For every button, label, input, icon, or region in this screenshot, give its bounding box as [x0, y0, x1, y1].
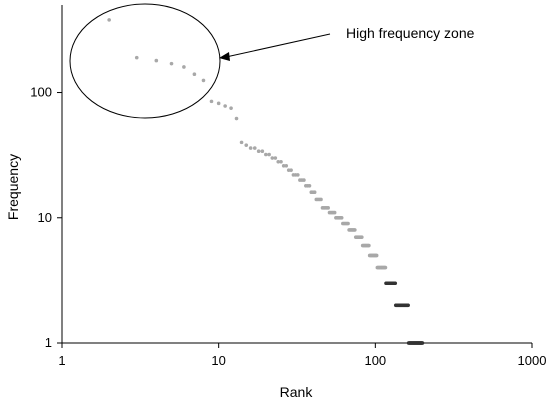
data-point [296, 173, 300, 177]
data-point [284, 163, 289, 168]
axes-frame [61, 5, 532, 344]
data-point [302, 178, 306, 182]
data-point [270, 156, 275, 160]
high-frequency-zone-ellipse [69, 3, 221, 119]
data-point [420, 341, 425, 345]
data-point [223, 104, 227, 108]
data-point [307, 183, 312, 188]
data-point [279, 159, 283, 164]
y-tick-label: 10 [38, 210, 52, 225]
data-point [273, 156, 278, 160]
data-point [134, 55, 139, 60]
data-point [281, 163, 286, 168]
data-point [264, 152, 268, 157]
data-point [289, 168, 293, 172]
x-tick-label: 1 [58, 353, 65, 368]
data-point [332, 210, 337, 215]
data-point [367, 243, 371, 248]
data-point [256, 149, 261, 154]
data-point [239, 140, 244, 145]
data-point [267, 152, 271, 157]
ticks: 1 10 100 1000 1 10 100 [30, 85, 546, 368]
data-point [107, 18, 111, 22]
data-point [234, 116, 239, 121]
y-tick-label: 1 [45, 335, 52, 350]
data-point [192, 72, 197, 77]
y-axis-title: Frequency [5, 154, 21, 220]
data-point [248, 146, 253, 150]
x-axis-title: Rank [280, 384, 314, 400]
data-point [339, 215, 344, 220]
annotation-arrowhead [219, 52, 230, 61]
annotation-text: High frequency zone [346, 25, 475, 41]
data-point [319, 197, 323, 202]
data-point [169, 61, 174, 66]
data-point [244, 143, 249, 147]
x-tick-label: 1000 [518, 353, 547, 368]
data-point [360, 235, 364, 239]
data-point [201, 78, 206, 83]
data-point [374, 253, 379, 258]
data-point [229, 106, 233, 110]
data-point [406, 303, 410, 308]
data-point [154, 58, 159, 63]
data-point [216, 101, 221, 106]
data-point [383, 265, 388, 270]
y-tick-label: 100 [30, 85, 52, 100]
data-point [252, 146, 257, 150]
x-tick-label: 100 [364, 353, 386, 368]
data-point [260, 149, 265, 154]
data-point [312, 190, 317, 195]
data-point [393, 281, 398, 286]
data-point [209, 99, 214, 104]
data-point [276, 159, 281, 164]
data-points [107, 18, 425, 345]
annotation: High frequency zone [69, 3, 475, 119]
data-point [353, 228, 357, 232]
data-point [346, 221, 350, 226]
annotation-arrow-line [225, 33, 331, 58]
data-point [182, 65, 186, 69]
x-tick-label: 10 [211, 353, 225, 368]
data-point [326, 206, 330, 210]
